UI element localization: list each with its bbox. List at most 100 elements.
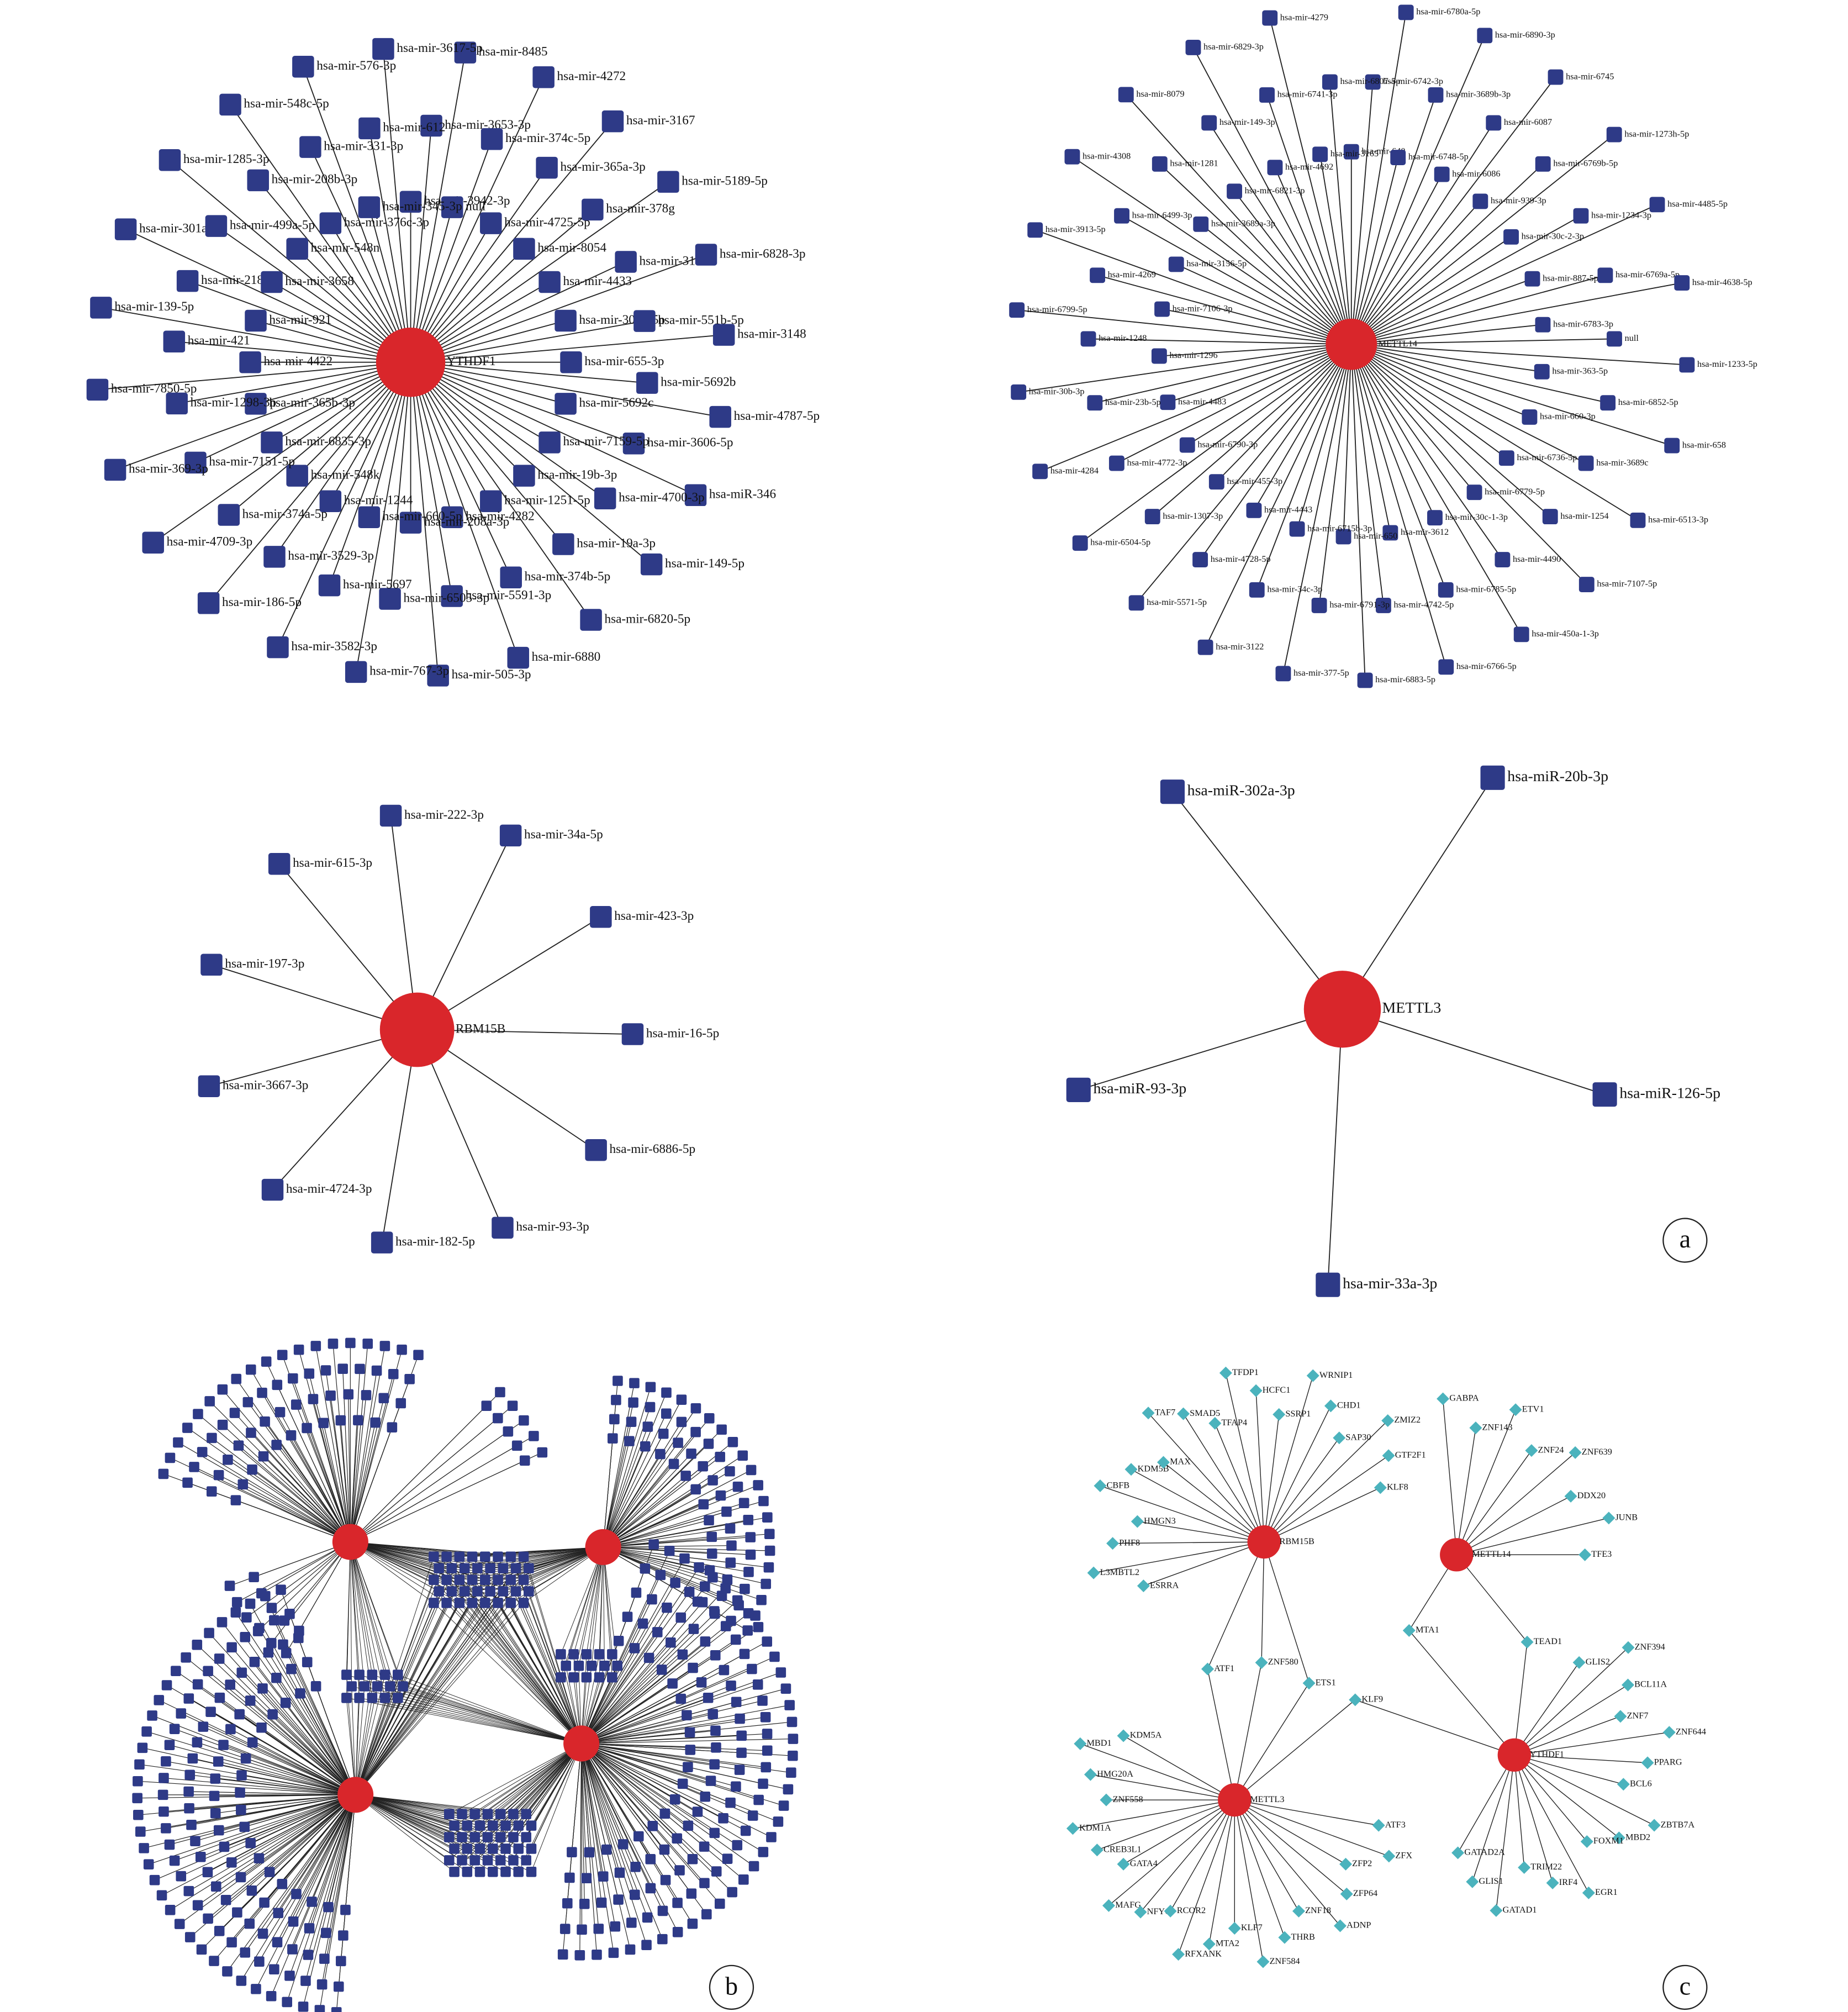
node [683,1762,693,1772]
edge [1350,344,1366,681]
edge [410,361,634,444]
edge [1351,344,1530,418]
edge [1123,1735,1235,1800]
edge [1192,47,1352,345]
mirna-node [200,954,223,976]
edge [350,1541,511,1603]
node [633,1831,644,1842]
edge [1351,236,1512,345]
node [568,1649,579,1660]
edge [355,1579,524,1795]
node [284,1609,295,1619]
edge [1456,1409,1516,1555]
node [764,1545,775,1556]
mirna-node [555,309,577,332]
node [579,1899,590,1909]
node [626,1416,637,1427]
edge [1514,1755,1590,1893]
node [657,1934,668,1945]
node [310,1341,321,1351]
edge [603,1546,749,1573]
node [698,1461,708,1472]
edge [305,1794,356,1981]
node [783,1784,794,1795]
mirna-node [245,309,267,332]
edge [1456,1554,1528,1642]
edge [198,1414,351,1542]
edge [410,362,564,545]
node [495,1832,506,1842]
edge [208,1794,356,1919]
node [676,1416,687,1428]
node [286,1663,297,1674]
edge [1039,344,1352,472]
node [721,1507,732,1517]
node [176,1708,187,1719]
edge [487,1743,582,1815]
node [370,1417,381,1428]
tf-label: ZNF580 [1268,1657,1298,1667]
tf-label: ADNP [1347,1920,1371,1930]
edge [603,1503,745,1547]
mirna-label: hsa-mir-3913-5p [1046,224,1106,234]
mirna-label: hsa-mir-615-3p [293,856,372,870]
tf-label: EGR1 [1595,1887,1618,1897]
edge [503,1568,582,1744]
mirna-node [1524,271,1540,287]
tf-label: TFE3 [1591,1549,1612,1559]
node [720,1621,731,1631]
node [187,1753,198,1764]
edge [384,1697,582,1744]
node [260,1590,271,1602]
edge [581,1743,707,1915]
mirna-node [1600,395,1616,411]
mirna-label: hsa-mir-6799-5p [1027,304,1087,314]
edge [170,1794,356,1910]
edge [355,1794,506,1872]
tf-label: PPARG [1654,1757,1682,1767]
node [307,1897,317,1907]
mirna-label: hsa-mir-3667-3p [223,1078,309,1093]
node [508,1832,519,1842]
hub-label: METTL3 [1250,1794,1284,1804]
mirna-label: hsa-miR-346 [709,487,776,502]
edge [581,1743,768,1751]
node [608,1433,618,1444]
node [202,1867,213,1878]
edge [1234,191,1352,345]
edge [1208,122,1352,345]
node [647,1594,657,1605]
mirna-label: hsa-mir-4485-5p [1667,199,1728,209]
edge [1514,1755,1587,1842]
node [725,1557,736,1568]
mirna-node [441,585,463,607]
hub-node [1497,1738,1532,1772]
tf-label: DDX20 [1577,1490,1606,1500]
edge [410,361,647,384]
node [257,1683,268,1694]
mirna-node [1208,474,1224,490]
edge [603,1441,630,1547]
mirna-label: hsa-mir-1234-3p [1591,210,1651,220]
mirna-node [1197,639,1213,655]
node [655,1569,666,1581]
edges [97,12,1687,2012]
mirna-node [267,636,289,659]
edge [1351,324,1543,345]
mirna-label: hsa-mir-3658 [285,274,354,288]
node [686,1888,697,1899]
edge [1182,1413,1265,1542]
edge [187,1428,351,1542]
mirna-node [1064,149,1080,165]
node [355,1363,365,1374]
edge [1018,344,1351,393]
node [277,1879,288,1889]
edge [350,1420,524,1542]
edge [166,1761,356,1795]
node [608,1947,619,1958]
node [519,1415,529,1426]
node [214,1926,225,1936]
node [249,1657,260,1667]
edge [277,362,411,648]
node [302,1423,312,1434]
